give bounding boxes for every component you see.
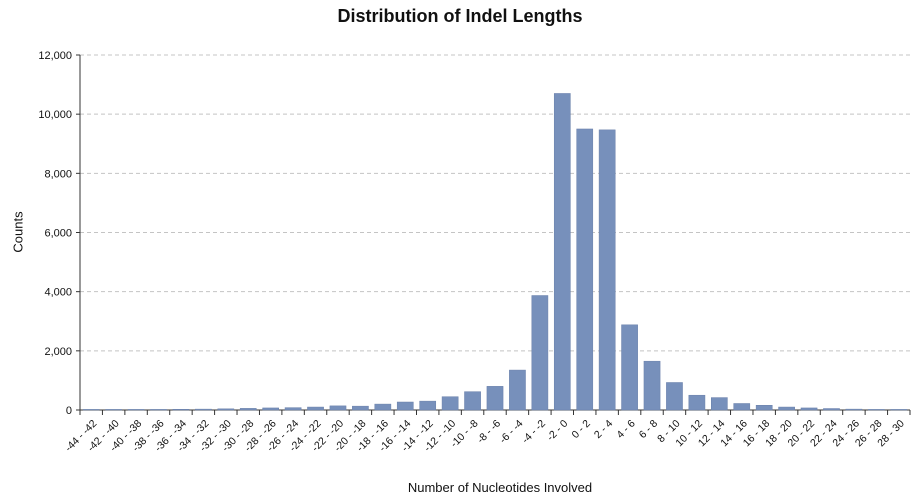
bar [733, 403, 751, 411]
bar [284, 407, 302, 411]
bar [486, 386, 504, 411]
bar [464, 391, 481, 411]
bar [531, 295, 549, 411]
bar [890, 409, 908, 411]
y-tick-label: 0 [66, 405, 72, 417]
bar [868, 409, 885, 411]
bar [172, 409, 190, 411]
x-tick-label: 2 - 4 [592, 418, 615, 441]
y-tick-label: 10,000 [38, 109, 72, 121]
x-tick-label: -8 - -6 [475, 418, 503, 446]
bar [329, 405, 347, 411]
x-axis-label: Number of Nucleotides Involved [407, 480, 593, 495]
x-tick-label: 4 - 6 [614, 418, 637, 441]
y-tick-label: 4,000 [44, 287, 72, 299]
bar [666, 382, 683, 411]
x-tick-label: -6 - -4 [497, 418, 525, 446]
bar [441, 396, 459, 411]
y-tick-label: 2,000 [44, 346, 72, 358]
x-tick-label: -4 - -2 [520, 418, 548, 446]
bar [374, 403, 392, 411]
bar [755, 405, 773, 411]
bar [553, 93, 571, 411]
bar [82, 409, 100, 411]
x-tick-label: 0 - 2 [570, 418, 593, 441]
bar [195, 408, 212, 411]
bar [710, 397, 728, 411]
y-tick-label: 8,000 [44, 168, 72, 180]
bar [239, 408, 257, 411]
bar [509, 369, 526, 411]
bar [688, 394, 706, 411]
bar [419, 400, 437, 411]
bar [307, 406, 324, 411]
bar [643, 360, 661, 411]
bar [845, 408, 863, 411]
bar [262, 407, 280, 411]
x-tick-label: -2 - 0 [545, 418, 571, 444]
y-tick-label: 12,000 [38, 50, 72, 62]
bar [800, 407, 818, 411]
chart-title: Distribution of Indel Lengths [337, 6, 583, 26]
bar [150, 409, 167, 411]
bar [598, 129, 616, 411]
bar [576, 128, 594, 411]
bar [217, 408, 235, 411]
bar [127, 409, 145, 411]
bar [105, 409, 122, 411]
bar [778, 406, 795, 411]
bar [352, 405, 369, 411]
bar [823, 408, 840, 411]
bar [396, 401, 414, 411]
bar [621, 324, 638, 411]
y-tick-label: 6,000 [44, 228, 72, 240]
